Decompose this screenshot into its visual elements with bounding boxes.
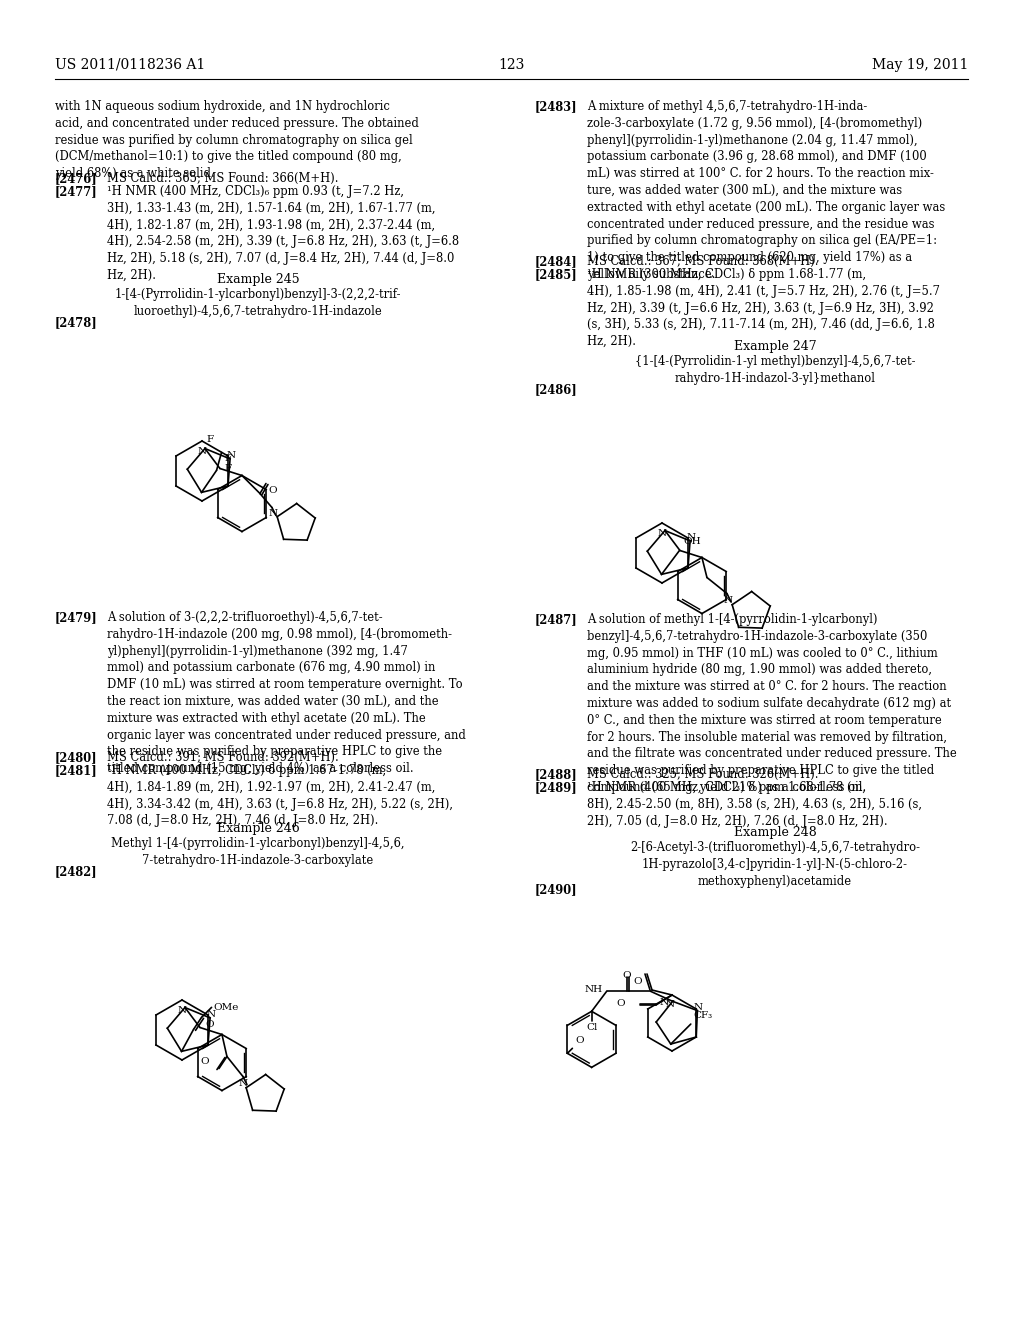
Text: A solution of methyl 1-[4-(pyrrolidin-1-ylcarbonyl)
benzyl]-4,5,6,7-tetrahydro-1: A solution of methyl 1-[4-(pyrrolidin-1-…: [587, 612, 956, 795]
Text: O: O: [634, 978, 642, 986]
Text: with 1N aqueous sodium hydroxide, and 1N hydrochloric
acid, and concentrated und: with 1N aqueous sodium hydroxide, and 1N…: [55, 100, 419, 181]
Text: ¹H NMR (400 MHz, CDCl₃) δ ppm 1.68-1.78 (m,
8H), 2.45-2.50 (m, 8H), 3.58 (s, 2H): ¹H NMR (400 MHz, CDCl₃) δ ppm 1.68-1.78 …: [587, 781, 922, 828]
Text: 1-[4-(Pyrrolidin-1-ylcarbonyl)benzyl]-3-(2,2,2-trif-
luoroethyl)-4,5,6,7-tetrahy: 1-[4-(Pyrrolidin-1-ylcarbonyl)benzyl]-3-…: [115, 288, 401, 318]
Text: N: N: [694, 1003, 702, 1012]
Text: O: O: [623, 970, 631, 979]
Text: N: N: [177, 1006, 186, 1015]
Text: N: N: [198, 447, 207, 455]
Text: [2484]: [2484]: [535, 255, 578, 268]
Text: F: F: [224, 463, 231, 473]
Text: [2486]: [2486]: [535, 383, 578, 396]
Text: Example 246: Example 246: [217, 822, 299, 836]
Text: [2487]: [2487]: [535, 612, 578, 626]
Text: Example 247: Example 247: [733, 341, 816, 352]
Text: [2483]: [2483]: [535, 100, 578, 114]
Text: [2480]: [2480]: [55, 751, 97, 764]
Text: N: N: [723, 595, 732, 605]
Text: OH: OH: [684, 537, 701, 546]
Text: Cl: Cl: [586, 1023, 597, 1032]
Text: MS Calcd.: 325; MS Found: 326(M+H).: MS Calcd.: 325; MS Found: 326(M+H).: [587, 768, 818, 781]
Text: O: O: [616, 998, 625, 1007]
Text: CF₃: CF₃: [694, 1011, 713, 1020]
Text: O: O: [268, 486, 276, 495]
Text: N: N: [665, 999, 674, 1008]
Text: [2481]: [2481]: [55, 764, 97, 777]
Text: [2478]: [2478]: [55, 315, 97, 329]
Text: Methyl 1-[4-(pyrrolidin-1-ylcarbonyl)benzyl]-4,5,6,
7-tetrahydro-1H-indazole-3-c: Methyl 1-[4-(pyrrolidin-1-ylcarbonyl)ben…: [112, 837, 404, 867]
Text: MS Calcd.: 391; MS Found: 392(M+H).: MS Calcd.: 391; MS Found: 392(M+H).: [106, 751, 339, 764]
Text: [2476]: [2476]: [55, 172, 97, 185]
Text: F: F: [224, 454, 231, 463]
Text: [2479]: [2479]: [55, 611, 97, 624]
Text: [2482]: [2482]: [55, 865, 97, 878]
Text: O: O: [206, 1020, 214, 1028]
Text: O: O: [201, 1057, 209, 1067]
Text: ¹H NMR (400 MHz, CDCl₃) δ ppm 1.67-1.78 (m,
4H), 1.84-1.89 (m, 2H), 1.92-1.97 (m: ¹H NMR (400 MHz, CDCl₃) δ ppm 1.67-1.78 …: [106, 764, 453, 828]
Text: {1-[4-(Pyrrolidin-1-yl methyl)benzyl]-4,5,6,7-tet-
rahydro-1H-indazol-3-yl}metha: {1-[4-(Pyrrolidin-1-yl methyl)benzyl]-4,…: [635, 355, 915, 385]
Text: N: N: [657, 529, 667, 539]
Text: N: N: [207, 1010, 216, 1019]
Text: ¹H NMR (400 MHz, CDCl₃)₆ ppm 0.93 (t, J=7.2 Hz,
3H), 1.33-1.43 (m, 2H), 1.57-1.6: ¹H NMR (400 MHz, CDCl₃)₆ ppm 0.93 (t, J=…: [106, 185, 459, 282]
Text: NH: NH: [585, 985, 603, 994]
Text: N: N: [226, 451, 236, 461]
Text: F: F: [207, 436, 214, 445]
Text: [2489]: [2489]: [535, 781, 578, 795]
Text: [2477]: [2477]: [55, 185, 97, 198]
Text: 123: 123: [499, 58, 525, 73]
Text: N: N: [239, 1078, 248, 1088]
Text: [2488]: [2488]: [535, 768, 578, 781]
Text: O: O: [575, 1036, 584, 1045]
Text: A solution of 3-(2,2,2-trifluoroethyl)-4,5,6,7-tet-
rahydro-1H-indazole (200 mg,: A solution of 3-(2,2,2-trifluoroethyl)-4…: [106, 611, 466, 775]
Text: May 19, 2011: May 19, 2011: [871, 58, 968, 73]
Text: [2490]: [2490]: [535, 883, 578, 896]
Text: MS Calcd.: 365; MS Found: 366(M+H).: MS Calcd.: 365; MS Found: 366(M+H).: [106, 172, 339, 185]
Text: MS Calcd.: 367; MS Found: 368(M+H).: MS Calcd.: 367; MS Found: 368(M+H).: [587, 255, 818, 268]
Text: N: N: [268, 508, 278, 517]
Text: ¹H NMR (300 MHz, CDCl₃) δ ppm 1.68-1.77 (m,
4H), 1.85-1.98 (m, 4H), 2.41 (t, J=5: ¹H NMR (300 MHz, CDCl₃) δ ppm 1.68-1.77 …: [587, 268, 940, 348]
Text: [2485]: [2485]: [535, 268, 578, 281]
Text: OMe: OMe: [214, 1003, 239, 1012]
Text: Example 248: Example 248: [733, 826, 816, 840]
Text: US 2011/0118236 A1: US 2011/0118236 A1: [55, 58, 205, 73]
Text: A mixture of methyl 4,5,6,7-tetrahydro-1H-inda-
zole-3-carboxylate (1.72 g, 9.56: A mixture of methyl 4,5,6,7-tetrahydro-1…: [587, 100, 945, 281]
Text: N: N: [686, 533, 695, 543]
Text: N: N: [659, 998, 669, 1007]
Text: 2-[6-Acetyl-3-(trifluoromethyl)-4,5,6,7-tetrahydro-
1H-pyrazolo[3,4-c]pyridin-1-: 2-[6-Acetyl-3-(trifluoromethyl)-4,5,6,7-…: [630, 841, 920, 887]
Text: Example 245: Example 245: [217, 273, 299, 286]
